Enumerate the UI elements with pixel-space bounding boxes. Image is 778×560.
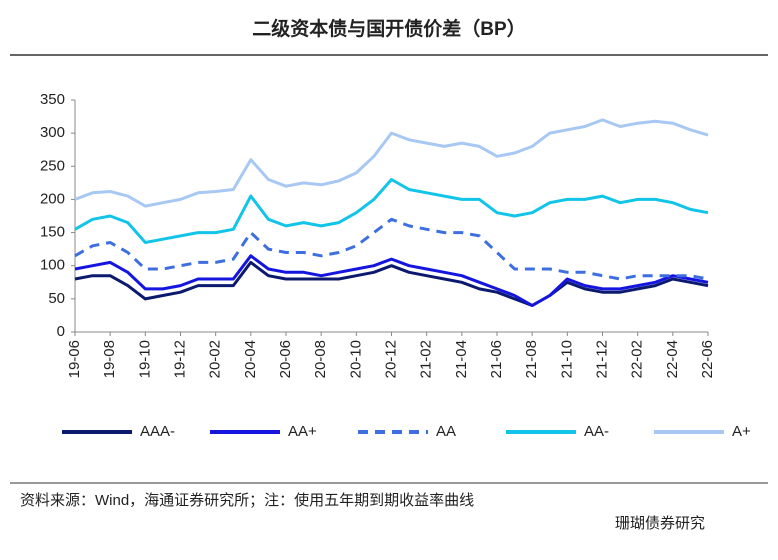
- x-tick-label: 19-06: [66, 340, 83, 378]
- y-tick-label: 300: [40, 124, 65, 141]
- y-tick-label: 100: [40, 257, 65, 274]
- legend-label: AAA-: [140, 423, 175, 440]
- series-line: [74, 260, 709, 307]
- chart-title: 二级资本债与国开债价差（BP）: [252, 17, 525, 40]
- x-tick-label: 21-04: [453, 340, 470, 378]
- x-tick-label: 20-10: [347, 340, 364, 378]
- legend-label: AA+: [288, 423, 317, 440]
- x-tick-label: 20-08: [312, 340, 329, 378]
- x-tick-label: 20-12: [382, 340, 399, 378]
- legend-label: AA: [436, 423, 456, 440]
- x-tick-label: 21-06: [488, 340, 505, 378]
- source-note: 资料来源：Wind，海通证券研究所；注：使用五年期到期收益率曲线: [20, 492, 474, 509]
- series-line: [74, 217, 709, 281]
- x-tick-label: 19-10: [136, 340, 153, 378]
- x-tick-label: 20-02: [207, 340, 224, 378]
- series-line: [74, 118, 709, 208]
- y-tick-label: 200: [40, 190, 65, 207]
- x-tick-label: 20-06: [277, 340, 294, 378]
- x-tick-label: 21-12: [593, 340, 610, 378]
- x-tick-label: 21-10: [558, 340, 575, 378]
- series-line: [74, 254, 709, 307]
- y-tick-label: 50: [48, 290, 65, 307]
- watermark: 珊瑚债券研究: [615, 515, 705, 532]
- x-tick-label: 19-08: [101, 340, 118, 378]
- y-tick-label: 0: [57, 323, 65, 340]
- y-tick-label: 150: [40, 224, 65, 241]
- x-tick-label: 21-08: [523, 340, 540, 378]
- x-tick-label: 21-02: [418, 340, 435, 378]
- x-tick-label: 19-12: [171, 340, 188, 378]
- x-tick-label: 22-06: [699, 340, 716, 378]
- series-line: [74, 178, 709, 244]
- x-tick-label: 22-02: [629, 340, 646, 378]
- legend-label: AA-: [584, 423, 609, 440]
- y-tick-label: 250: [40, 157, 65, 174]
- legend-label: A+: [732, 423, 751, 440]
- x-tick-label: 22-04: [664, 340, 681, 378]
- y-tick-label: 350: [40, 91, 65, 108]
- x-tick-label: 20-04: [242, 340, 259, 378]
